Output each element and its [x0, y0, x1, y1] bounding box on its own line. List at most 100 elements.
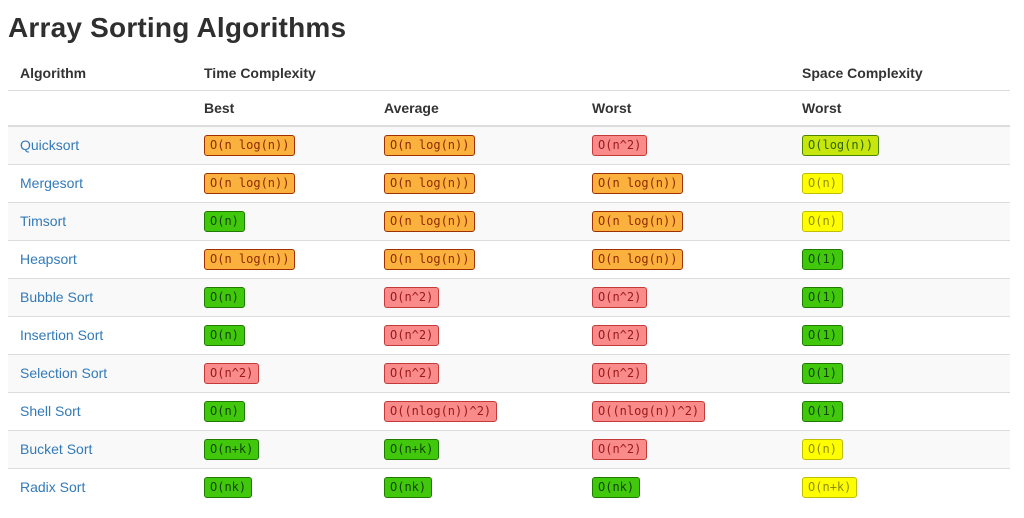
- worst-cell: O(n^2): [580, 126, 790, 165]
- algorithm-cell: Shell Sort: [8, 392, 192, 431]
- worst-cell: O((nlog(n))^2): [580, 392, 791, 431]
- average-complexity-badge: O((nlog(n))^2): [384, 401, 498, 422]
- space-complexity-badge: O(n): [802, 173, 843, 194]
- algorithm-link[interactable]: Bubble Sort: [20, 288, 94, 305]
- table-body: Quicksort O(n log(n)) O(n log(n)) O(n^2)…: [8, 126, 1011, 506]
- space-cell: O(n+k): [790, 468, 1011, 506]
- space-cell: O(n): [790, 202, 1011, 241]
- best-complexity-badge: O(n): [204, 287, 245, 308]
- average-cell: O(n log(n)): [372, 202, 580, 241]
- table-row: Timsort O(n) O(n log(n)) O(n log(n)) O(n…: [8, 202, 1011, 241]
- best-cell: O(n log(n)): [192, 240, 372, 279]
- average-cell: O(n^2): [372, 316, 580, 355]
- space-cell: O(1): [790, 392, 1011, 431]
- worst-cell: O(n^2): [580, 278, 791, 317]
- header-best: Best: [192, 90, 372, 127]
- average-complexity-badge: O(n^2): [384, 287, 440, 308]
- table-row: Bubble Sort O(n) O(n^2) O(n^2) O(1): [8, 278, 1011, 317]
- algorithm-link[interactable]: Radix Sort: [20, 478, 86, 495]
- algorithm-link[interactable]: Heapsort: [20, 250, 77, 267]
- average-complexity-badge: O(nk): [384, 477, 433, 498]
- space-complexity-badge: O(n+k): [802, 477, 858, 498]
- space-complexity-badge: O(1): [802, 363, 843, 384]
- space-complexity-badge: O(n): [802, 439, 843, 460]
- algorithm-link[interactable]: Insertion Sort: [20, 326, 104, 343]
- algorithm-cell: Mergesort: [8, 164, 192, 203]
- average-complexity-badge: O(n log(n)): [384, 173, 476, 194]
- header-algorithm: Algorithm: [8, 56, 192, 91]
- worst-complexity-badge: O(n^2): [592, 287, 648, 308]
- algorithm-cell: Bubble Sort: [8, 278, 192, 317]
- best-complexity-badge: O(n log(n)): [204, 249, 296, 270]
- header-group-row: Algorithm Time Complexity Space Complexi…: [8, 56, 1011, 91]
- worst-complexity-badge: O(nk): [592, 477, 641, 498]
- average-complexity-badge: O(n log(n)): [384, 135, 476, 156]
- best-cell: O(n): [192, 278, 372, 317]
- average-cell: O(n^2): [372, 278, 580, 317]
- algorithm-cell: Quicksort: [8, 126, 192, 165]
- worst-complexity-badge: O(n log(n)): [592, 211, 684, 232]
- best-cell: O(n): [192, 202, 372, 241]
- header-time-complexity: Time Complexity: [192, 56, 791, 91]
- best-cell: O(n log(n)): [192, 126, 372, 165]
- best-cell: O(n log(n)): [192, 164, 372, 203]
- space-cell: O(1): [790, 278, 1011, 317]
- average-cell: O(n^2): [372, 354, 580, 393]
- worst-cell: O(n log(n)): [580, 240, 791, 279]
- table-header: Algorithm Time Complexity Space Complexi…: [8, 56, 1011, 127]
- table-row: Radix Sort O(nk) O(nk) O(nk) O(n+k): [8, 468, 1011, 506]
- best-cell: O(nk): [192, 468, 372, 506]
- worst-cell: O(n^2): [580, 430, 791, 469]
- worst-complexity-badge: O(n log(n)): [592, 249, 684, 270]
- average-complexity-badge: O(n+k): [384, 439, 440, 460]
- algorithm-link[interactable]: Quicksort: [20, 136, 80, 153]
- algorithm-link[interactable]: Mergesort: [20, 174, 84, 191]
- worst-cell: O(n^2): [580, 354, 791, 393]
- space-cell: O(n): [790, 164, 1011, 203]
- best-complexity-badge: O(n+k): [204, 439, 260, 460]
- algorithm-link[interactable]: Shell Sort: [20, 402, 81, 419]
- best-complexity-badge: O(n^2): [204, 363, 260, 384]
- sorting-complexity-table: Algorithm Time Complexity Space Complexi…: [8, 56, 1011, 506]
- average-cell: O(nk): [372, 468, 580, 506]
- worst-complexity-badge: O(n^2): [592, 135, 648, 156]
- algorithm-link[interactable]: Timsort: [20, 212, 67, 229]
- worst-cell: O(nk): [580, 468, 791, 506]
- algorithm-link[interactable]: Bucket Sort: [20, 440, 93, 457]
- table-row: Shell Sort O(n) O((nlog(n))^2) O((nlog(n…: [8, 392, 1011, 431]
- best-complexity-badge: O(nk): [204, 477, 253, 498]
- worst-complexity-badge: O(n^2): [592, 363, 648, 384]
- best-complexity-badge: O(n log(n)): [204, 173, 296, 194]
- header-empty: [8, 90, 192, 127]
- best-cell: O(n): [192, 392, 372, 431]
- space-cell: O(1): [790, 240, 1011, 279]
- table-row: Bucket Sort O(n+k) O(n+k) O(n^2) O(n): [8, 430, 1011, 469]
- header-worst-space: Worst: [790, 90, 1011, 127]
- header-worst-time: Worst: [580, 90, 791, 127]
- worst-complexity-badge: O(n log(n)): [592, 173, 684, 194]
- algorithm-link[interactable]: Selection Sort: [20, 364, 108, 381]
- table-row: Selection Sort O(n^2) O(n^2) O(n^2) O(1): [8, 354, 1011, 393]
- space-cell: O(n): [790, 430, 1011, 469]
- page-title: Array Sorting Algorithms: [8, 12, 347, 43]
- best-complexity-badge: O(n): [204, 401, 245, 422]
- worst-cell: O(n^2): [580, 316, 791, 355]
- space-complexity-badge: O(1): [802, 287, 843, 308]
- worst-complexity-badge: O(n^2): [592, 325, 648, 346]
- best-complexity-badge: O(n log(n)): [204, 135, 296, 156]
- best-cell: O(n+k): [192, 430, 372, 469]
- space-complexity-badge: O(1): [802, 325, 843, 346]
- space-complexity-badge: O(n): [802, 211, 843, 232]
- average-cell: O(n+k): [372, 430, 580, 469]
- header-space-complexity: Space Complexity: [790, 56, 1011, 91]
- average-complexity-badge: O(n log(n)): [384, 249, 476, 270]
- algorithm-cell: Timsort: [8, 202, 192, 241]
- worst-cell: O(n log(n)): [580, 202, 791, 241]
- table-row: Heapsort O(n log(n)) O(n log(n)) O(n log…: [8, 240, 1011, 279]
- worst-complexity-badge: O((nlog(n))^2): [592, 401, 706, 422]
- space-cell: O(1): [790, 316, 1011, 355]
- average-complexity-badge: O(n^2): [384, 363, 440, 384]
- best-complexity-badge: O(n): [204, 325, 245, 346]
- worst-complexity-badge: O(n^2): [592, 439, 648, 460]
